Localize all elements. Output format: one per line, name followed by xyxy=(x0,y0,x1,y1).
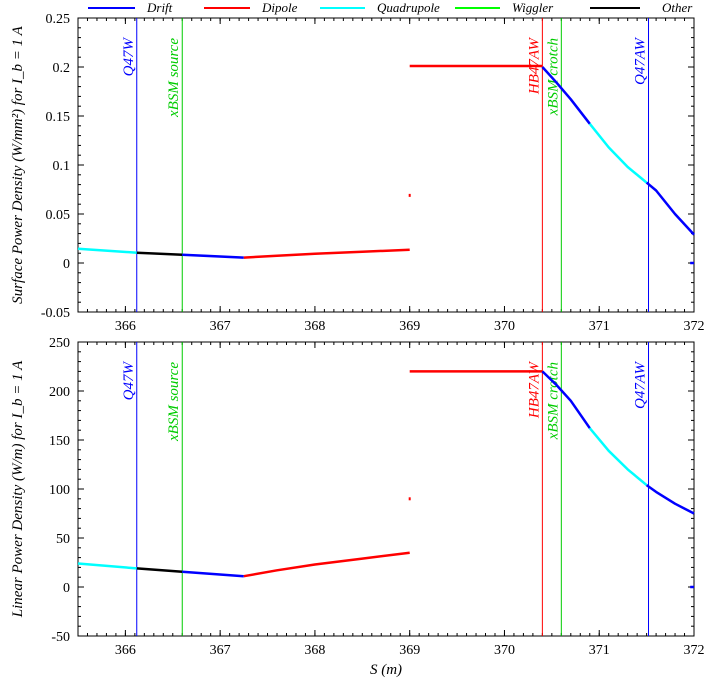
y-tick-label: 0 xyxy=(63,581,70,596)
series-line-drift xyxy=(645,484,695,515)
x-tick-label: 372 xyxy=(684,643,705,658)
panel-top: 366 367 368 369 370 371 372 -0.05 0 0.05 0.1 0.15 0.… xyxy=(10,12,705,334)
x-tick-label: 370 xyxy=(494,319,515,334)
x-tick-label: 371 xyxy=(589,319,610,334)
x-tick-label: 367 xyxy=(210,319,231,334)
series-line-quadrupole xyxy=(588,123,648,184)
x-tick-label: 369 xyxy=(399,319,420,334)
panel-bottom: 366 367 368 369 370 371 372 -50 0 50 100 150 200 250 L… xyxy=(10,336,705,678)
x-axis-label: S (m) xyxy=(370,662,402,678)
series-line-drift xyxy=(645,181,695,236)
series-line-dipole xyxy=(243,551,410,578)
legend-label-wiggler: Wiggler xyxy=(512,0,554,15)
x-tick-label: 372 xyxy=(684,319,705,334)
series-line-drift xyxy=(541,66,591,125)
marker-label-q47aw: Q47AW xyxy=(633,36,649,84)
marker-label-hb47aw: HB47AW xyxy=(526,361,542,420)
series-line-dipole xyxy=(243,248,410,259)
series-line-quadrupole xyxy=(588,427,648,487)
series-line-drift xyxy=(182,570,244,578)
y-tick-label: 0.1 xyxy=(53,159,71,174)
marker-label-xbsm-crotch: xBSM crotch xyxy=(545,38,561,116)
series-line-other xyxy=(136,251,183,256)
y-tick-label: 150 xyxy=(49,434,70,449)
y-tick-label: 100 xyxy=(49,483,70,498)
x-tick-label: 371 xyxy=(589,643,610,658)
y-tick-label: -0.05 xyxy=(41,306,70,321)
series-line-drift xyxy=(182,253,244,259)
y-tick-label: 0.05 xyxy=(46,208,71,223)
series-point-dipole xyxy=(408,497,411,501)
y-tick-label: 50 xyxy=(56,532,70,547)
x-tick-label: 368 xyxy=(304,643,325,658)
legend-label-quadrupole: Quadrupole xyxy=(377,0,440,15)
marker-label-q47w: Q47W xyxy=(121,360,137,400)
series-point-dipole xyxy=(408,193,411,197)
y-axis-label: Surface Power Density (W/mm²) for I_b = … xyxy=(10,25,26,303)
y-axis-label: Linear Power Density (W/m) for I_b = 1 A xyxy=(10,360,26,618)
marker-label-q47w: Q47W xyxy=(121,36,137,76)
series-line-drift xyxy=(541,370,591,429)
marker-label-q47aw: Q47AW xyxy=(633,360,649,408)
x-tick-label: 370 xyxy=(494,643,515,658)
marker-label-xbsm-crotch: xBSM crotch xyxy=(545,362,561,440)
y-tick-label: 0.2 xyxy=(53,61,71,76)
series-line-quadrupole xyxy=(77,247,137,254)
x-tick-label: 366 xyxy=(115,319,136,334)
legend-label-dipole: Dipole xyxy=(261,0,298,15)
y-tick-label: 0.25 xyxy=(46,12,71,27)
x-tick-label: 367 xyxy=(210,643,231,658)
x-tick-label: 368 xyxy=(304,319,325,334)
legend-label-drift: Drift xyxy=(146,0,173,15)
marker-label-xbsm-source: xBSM source xyxy=(166,38,182,118)
x-tick-label: 369 xyxy=(399,643,420,658)
series-line-quadrupole xyxy=(77,562,137,570)
y-tick-label: 200 xyxy=(49,385,70,400)
y-tick-label: 250 xyxy=(49,336,70,351)
y-tick-label: 0 xyxy=(63,257,70,272)
x-tick-label: 366 xyxy=(115,643,136,658)
y-tick-label: -50 xyxy=(51,630,70,645)
marker-label-xbsm-source: xBSM source xyxy=(166,362,182,442)
series-line-other xyxy=(136,567,183,574)
y-tick-label: 0.15 xyxy=(46,110,71,125)
legend-label-other: Other xyxy=(662,0,693,15)
